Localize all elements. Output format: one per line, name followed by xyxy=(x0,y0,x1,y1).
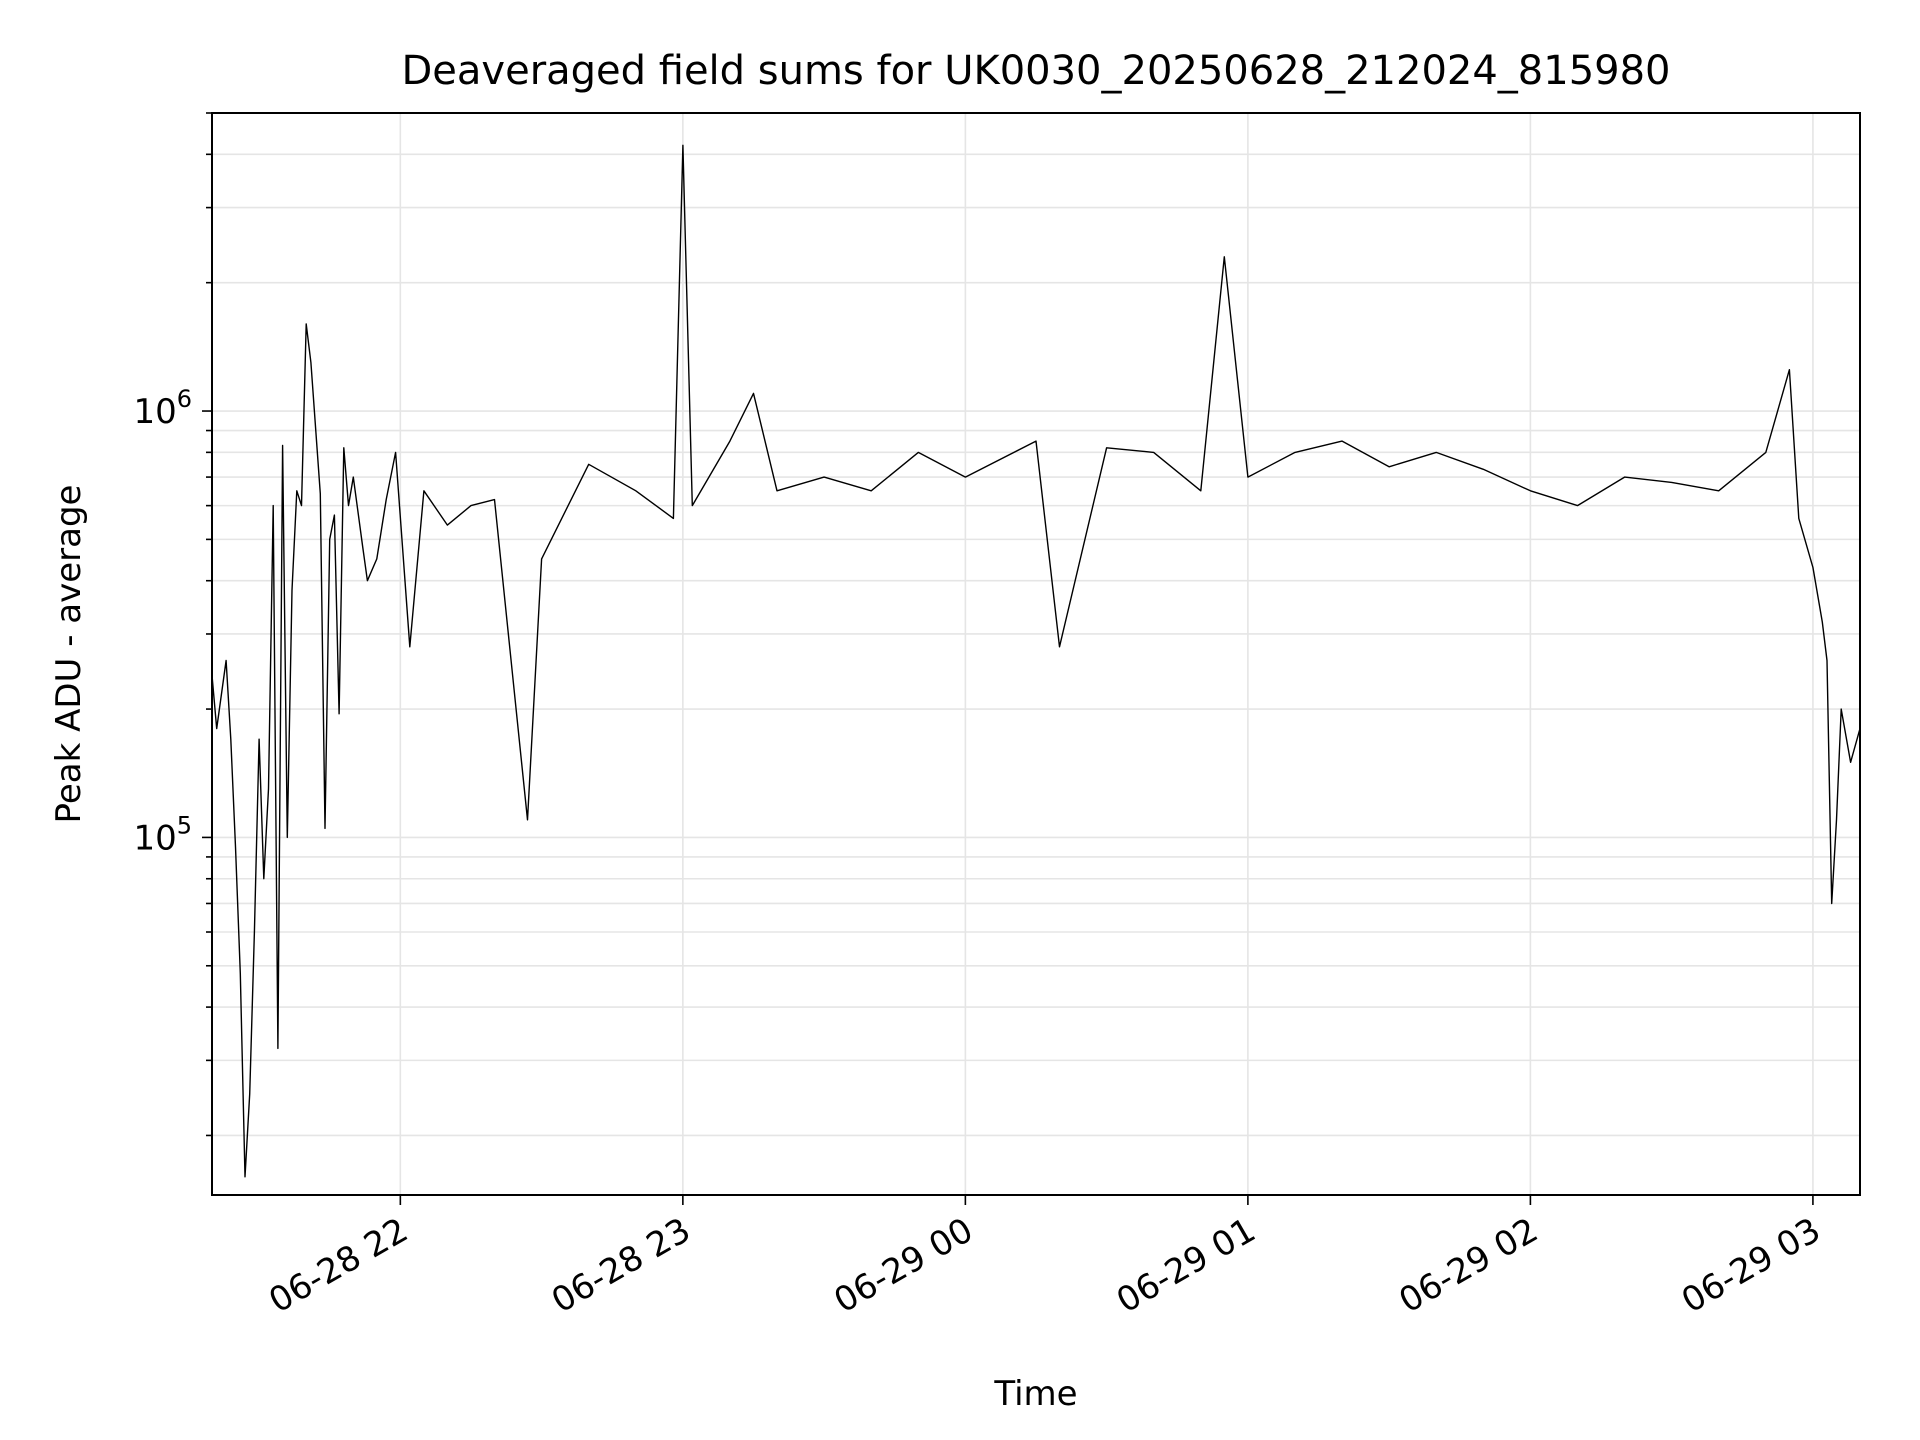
y-axis-label: Peak ADU - average xyxy=(49,485,89,824)
grid xyxy=(212,112,1860,1195)
y-tick-label: 106 xyxy=(133,385,192,432)
y-tick-label: 105 xyxy=(133,811,192,858)
plot-area xyxy=(211,144,1861,1178)
x-axis-label: Time xyxy=(993,1374,1077,1414)
chart-title: Deaveraged field sums for UK0030_2025062… xyxy=(401,48,1670,94)
plot-frame xyxy=(211,112,1861,1196)
series-line xyxy=(211,144,1861,1178)
